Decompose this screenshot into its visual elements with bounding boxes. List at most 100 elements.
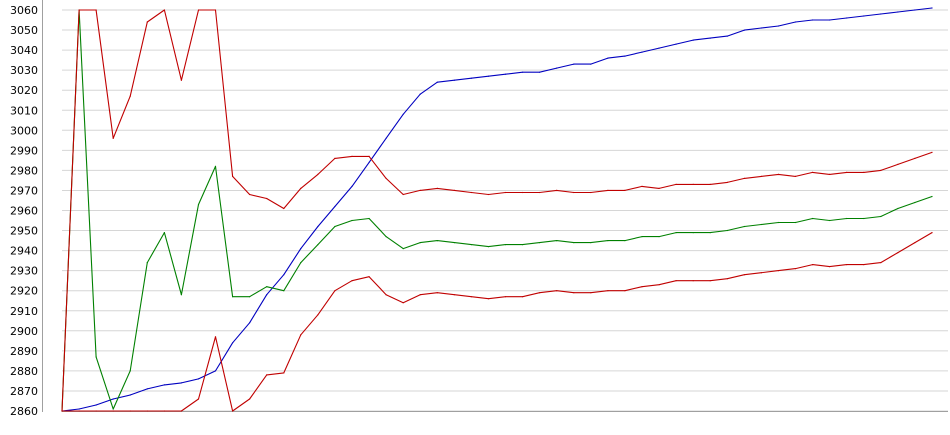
series-3-point — [590, 191, 592, 194]
series-1-point — [556, 67, 558, 69]
series-1-point — [641, 51, 643, 53]
series-3-point — [607, 189, 609, 191]
series-2-point — [95, 356, 97, 358]
series-4-point — [317, 314, 319, 316]
series-2-point — [607, 240, 609, 242]
series-4-point — [129, 410, 131, 412]
series-2-point — [880, 215, 882, 218]
series-4-point — [624, 290, 626, 292]
series-4-point — [522, 296, 524, 298]
y-tick-label: 3050 — [10, 24, 38, 37]
series-3-point — [470, 191, 472, 194]
series-4-point — [112, 410, 114, 412]
y-tick-label: 3030 — [10, 64, 38, 77]
series-2-point — [232, 296, 234, 298]
series-3-point — [385, 177, 387, 179]
series-1-point — [300, 248, 302, 250]
series-3-point — [317, 173, 319, 175]
series-3-point — [232, 175, 234, 177]
series-2-point — [539, 242, 541, 244]
y-tick-label: 3000 — [10, 124, 38, 137]
series-3-point — [624, 189, 626, 191]
series-2-point — [709, 232, 711, 234]
series-2-point — [129, 370, 131, 372]
series-4-point — [232, 410, 234, 412]
series-2-point — [726, 229, 728, 232]
series-1-point — [863, 15, 865, 17]
series-1-point — [266, 294, 268, 296]
plot-area — [61, 7, 933, 412]
series-4-point — [487, 298, 490, 300]
series-4-point — [607, 290, 609, 292]
series-4-point — [197, 398, 200, 400]
series-1-point — [95, 404, 97, 406]
series-4-point — [658, 284, 660, 286]
series-2-point — [470, 244, 472, 246]
series-2-point — [436, 240, 438, 242]
series-3-point — [351, 155, 353, 157]
series-3-point — [812, 171, 814, 173]
series-4-point — [760, 272, 763, 274]
series-3-point — [112, 137, 114, 139]
series-4-point — [794, 268, 797, 270]
series-4-point — [266, 374, 268, 376]
series-3-point — [522, 191, 524, 194]
series-3-point — [794, 175, 797, 177]
series-3-point — [675, 183, 677, 185]
series-4-point — [931, 232, 933, 234]
series-1-point — [777, 25, 780, 27]
series-4-point — [249, 398, 251, 400]
series-4-point — [453, 294, 455, 296]
series-4-point — [402, 302, 404, 304]
y-tick-label: 3020 — [10, 84, 38, 97]
series-2-point — [897, 207, 899, 210]
series-4-point — [283, 372, 285, 374]
series-4-point — [556, 290, 558, 292]
series-4-point — [692, 280, 694, 282]
series-3-point — [214, 9, 217, 11]
series-2-point — [112, 408, 114, 410]
y-tick-label: 2860 — [10, 405, 38, 418]
series-1-point — [351, 185, 353, 187]
series-1-point — [880, 13, 882, 15]
y-tick-label: 2990 — [10, 144, 38, 157]
series-1-point — [726, 35, 728, 37]
y-tick-label: 3060 — [10, 4, 38, 17]
series-4-point — [300, 334, 302, 336]
y-tick-label: 2880 — [10, 365, 38, 378]
series-2-point — [402, 248, 404, 250]
series-3-point — [436, 187, 438, 189]
series-1-point — [914, 9, 916, 11]
series-3-point — [573, 191, 575, 194]
y-axis-ticks: 2860 2870 2880 2890 2900 2910 2920 2930 2940 2950… — [10, 4, 38, 418]
y-tick-label: 2980 — [10, 164, 38, 177]
series-2-point — [368, 217, 370, 220]
series-2-point — [197, 203, 200, 206]
series-3-point — [760, 175, 763, 177]
series-3-point — [180, 79, 182, 81]
series-4-point — [539, 292, 541, 294]
series-2-point — [180, 294, 182, 296]
series-1-point — [931, 7, 933, 9]
series-3-point — [658, 187, 660, 189]
y-tick-label: 2970 — [10, 184, 38, 197]
series-1-point — [436, 81, 438, 83]
series-2-line — [61, 9, 933, 412]
series-4-point — [897, 252, 899, 254]
series-3-point — [743, 177, 746, 179]
series-4-point — [863, 264, 865, 266]
series-1-point — [78, 408, 80, 410]
series-3-point — [504, 191, 507, 194]
series-1-point — [283, 274, 285, 276]
series-4-point — [880, 262, 882, 264]
series-3-point — [641, 185, 643, 187]
series-3-point — [78, 9, 80, 11]
series-3-point — [880, 169, 882, 171]
series-1-point — [334, 205, 336, 208]
series-1-point — [675, 43, 677, 45]
series-4-point — [914, 242, 916, 244]
series-2-point — [760, 223, 763, 226]
series-1-point — [163, 384, 165, 386]
series-3-point — [283, 207, 285, 210]
series-1-point — [794, 21, 797, 23]
